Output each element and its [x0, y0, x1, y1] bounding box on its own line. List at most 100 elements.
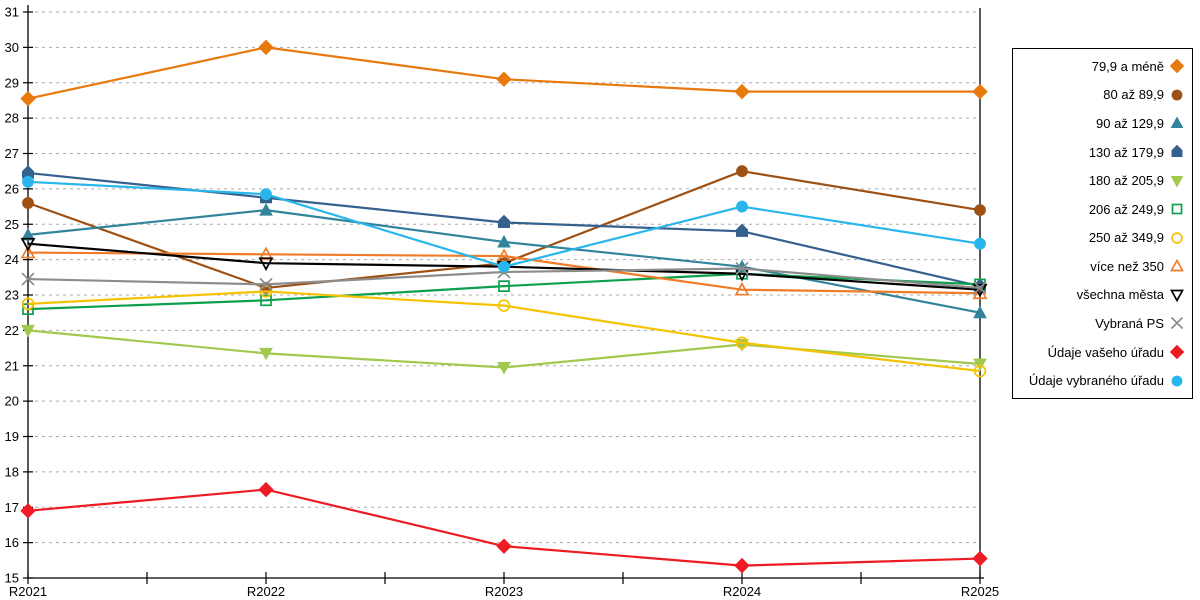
series-line	[27, 290, 981, 373]
diamond-marker-icon	[734, 557, 750, 574]
y-tick-label: 17	[5, 500, 19, 515]
square-legend-marker-icon	[1171, 203, 1183, 215]
diamond-marker-icon	[20, 90, 36, 107]
y-tick-label: 20	[5, 394, 19, 409]
legend-label: Údaje vašeho úřadu	[1047, 344, 1164, 360]
diamond-marker-icon	[1169, 59, 1185, 74]
triangle-down-legend-marker-icon	[1170, 175, 1184, 188]
legend-item: Údaje vybraného úřadu	[1017, 373, 1185, 389]
y-tick-label: 15	[5, 571, 19, 586]
triangle-down-marker-icon	[20, 237, 36, 252]
triangle-down-marker-icon	[497, 362, 511, 375]
circle-marker-icon	[498, 260, 510, 273]
diamond-marker-icon	[734, 83, 750, 100]
x-legend-marker-icon	[1170, 317, 1184, 330]
series-7	[20, 244, 988, 300]
legend-item: 250 až 349,9	[1017, 230, 1185, 246]
diamond-legend-marker-icon	[1169, 59, 1185, 74]
triangle-down-marker-icon	[258, 257, 274, 271]
series-line	[27, 251, 981, 295]
legend-item: 206 až 249,9	[1017, 201, 1185, 217]
circle-legend-marker-icon	[1171, 375, 1183, 387]
series-10	[20, 481, 988, 574]
y-tick-label: 28	[5, 111, 19, 126]
legend-item: všechna města	[1017, 287, 1185, 303]
diamond-marker-icon	[20, 503, 36, 519]
x-marker-icon	[21, 272, 35, 286]
triangle-up-marker-icon	[497, 234, 511, 248]
triangle-up-marker-icon	[20, 244, 36, 259]
y-tick-label: 30	[5, 40, 19, 55]
circle-marker-icon	[1171, 231, 1183, 244]
legend-item: Údaje vašeho úřadu	[1017, 344, 1185, 360]
y-tick-label: 29	[5, 75, 19, 90]
circle-marker-icon	[22, 175, 34, 188]
y-tick-label: 27	[5, 146, 19, 161]
legend-item: 130 až 179,9	[1017, 144, 1185, 160]
circle-legend-marker-icon	[1171, 231, 1183, 244]
diamond-marker-icon	[258, 39, 274, 56]
x-marker-icon	[973, 281, 987, 295]
triangle-up-marker-icon	[973, 305, 987, 319]
pentagon-marker-icon	[736, 223, 748, 237]
triangle-down-marker-icon	[259, 347, 273, 361]
legend-item: 90 až 129,9	[1017, 115, 1185, 131]
circle-legend-marker-icon	[1171, 89, 1183, 101]
x-tick-label: R2023	[485, 584, 523, 599]
diamond-marker-icon	[972, 83, 988, 100]
series-11	[22, 175, 986, 273]
triangle-down-marker-icon	[1170, 175, 1184, 188]
circle-marker-icon	[497, 299, 511, 312]
legend-label: 90 až 129,9	[1096, 115, 1164, 131]
triangle-up-legend-marker-icon	[1170, 116, 1184, 129]
diamond-marker-icon	[972, 550, 988, 567]
legend-item: 79,9 a méně	[1017, 58, 1185, 74]
x-marker-icon	[735, 261, 749, 276]
series-line	[27, 329, 981, 369]
legend-label: Vybraná PS	[1095, 315, 1164, 331]
x-marker-icon	[1170, 317, 1184, 330]
triangle-down-legend-marker-icon	[1170, 289, 1184, 303]
x-marker-icon	[259, 277, 273, 291]
diamond-marker-icon	[258, 481, 274, 498]
legend-label: 130 až 179,9	[1088, 144, 1164, 160]
x-tick-label: R2021	[9, 584, 47, 599]
pentagon-legend-marker-icon	[1171, 144, 1183, 158]
series-2	[21, 203, 987, 319]
legend: 79,9 a méně 80 až 89,9 90 až 129,9 130 až 1…	[1012, 48, 1193, 399]
legend-label: více než 350	[1090, 258, 1164, 274]
circle-marker-icon	[973, 364, 987, 378]
square-marker-icon	[498, 280, 510, 293]
circle-marker-icon	[260, 188, 272, 201]
diamond-marker-icon	[496, 538, 512, 554]
circle-marker-icon	[21, 297, 35, 311]
series-0	[20, 39, 988, 107]
y-tick-label: 31	[5, 5, 19, 20]
square-marker-icon	[260, 294, 272, 307]
triangle-up-marker-icon	[258, 246, 274, 261]
diamond-marker-icon	[496, 71, 512, 87]
x-tick-label: R2025	[961, 584, 999, 599]
circle-marker-icon	[736, 200, 748, 213]
series-6	[21, 285, 987, 378]
circle-marker-icon	[974, 237, 986, 250]
series-4	[21, 324, 987, 375]
triangle-up-legend-marker-icon	[1170, 259, 1184, 272]
triangle-up-marker-icon	[734, 281, 750, 296]
legend-item: 80 až 89,9	[1017, 87, 1185, 103]
legend-label: Údaje vybraného úřadu	[1028, 373, 1164, 389]
triangle-up-marker-icon	[21, 227, 35, 241]
circle-marker-icon	[974, 204, 986, 217]
legend-label: 80 až 89,9	[1103, 87, 1164, 103]
y-tick-label: 26	[5, 181, 19, 196]
triangle-down-marker-icon	[21, 324, 35, 338]
circle-marker-icon	[259, 285, 273, 298]
series-line	[27, 272, 981, 311]
legend-label: všechna města	[1076, 287, 1164, 303]
circle-marker-icon	[1171, 375, 1183, 387]
triangle-up-marker-icon	[1170, 259, 1184, 272]
triangle-up-marker-icon	[1170, 116, 1184, 129]
diamond-legend-marker-icon	[1169, 344, 1185, 360]
legend-label: 180 až 205,9	[1088, 173, 1164, 189]
